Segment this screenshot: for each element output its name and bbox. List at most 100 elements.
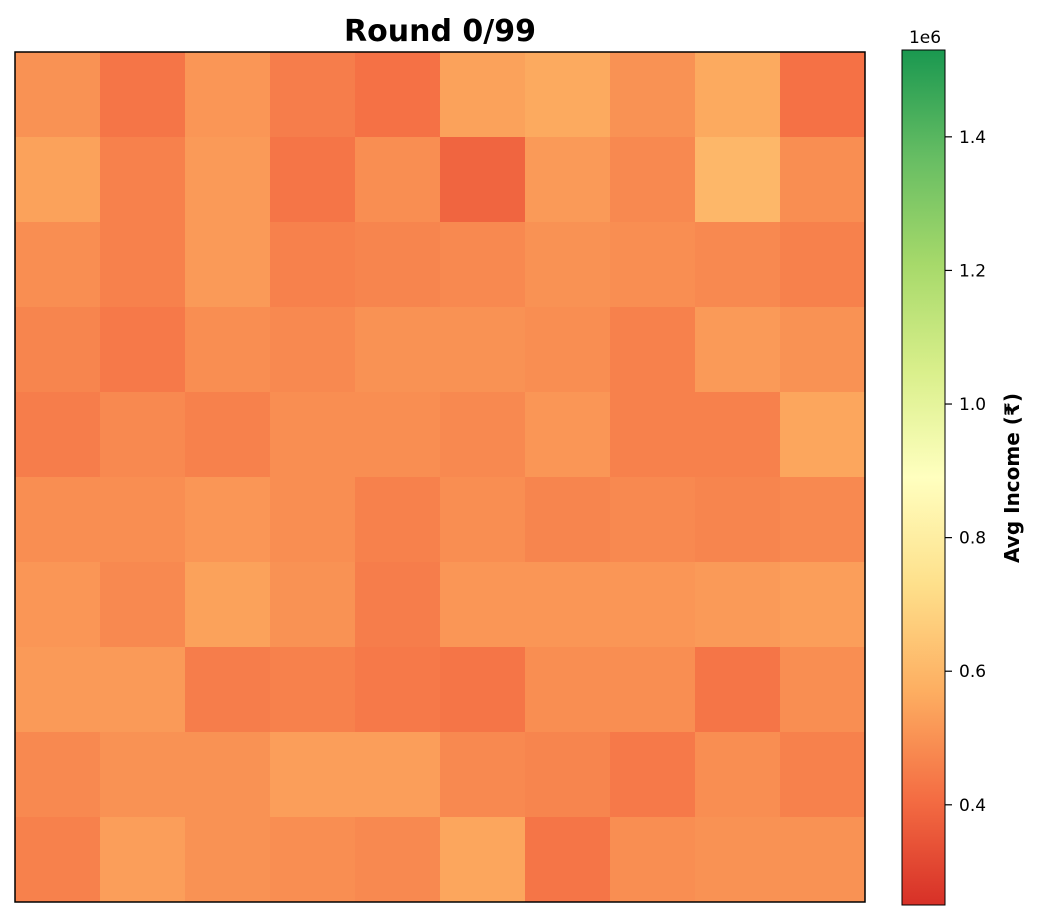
colorbar-tick-label: 0.4 [959, 796, 986, 816]
heatmap-cell-r7-c6 [525, 647, 611, 733]
colorbar-exponent: 1e6 [909, 28, 941, 48]
heatmap-cell-r9-c9 [780, 817, 866, 903]
heatmap-cell-r6-c8 [695, 562, 781, 648]
heatmap-cell-r2-c6 [525, 222, 611, 308]
heatmap-cell-r9-c3 [270, 817, 356, 903]
heatmap-cell-r3-c1 [100, 307, 186, 393]
heatmap-cell-r4-c7 [610, 392, 696, 478]
heatmap-cell-r5-c1 [100, 477, 186, 563]
heatmap-cell-r2-c9 [780, 222, 866, 308]
heatmap-cell-r9-c1 [100, 817, 186, 903]
heatmap-cell-r6-c7 [610, 562, 696, 648]
heatmap-cell-r8-c9 [780, 732, 866, 818]
heatmap-cell-r0-c7 [610, 52, 696, 138]
heatmap-cell-r8-c5 [440, 732, 526, 818]
heatmap-cell-r8-c2 [185, 732, 271, 818]
heatmap-cell-r7-c4 [355, 647, 441, 733]
heatmap-cell-r7-c9 [780, 647, 866, 733]
heatmap-cell-r5-c3 [270, 477, 356, 563]
heatmap-cell-r0-c8 [695, 52, 781, 138]
heatmap-cell-r2-c8 [695, 222, 781, 308]
heatmap-cell-r6-c1 [100, 562, 186, 648]
colorbar-tick-label: 0.6 [959, 662, 986, 682]
colorbar-tick-label: 1.4 [959, 128, 986, 148]
heatmap-cell-r4-c9 [780, 392, 866, 478]
heatmap-cell-r2-c2 [185, 222, 271, 308]
heatmap-cell-r3-c8 [695, 307, 781, 393]
heatmap-cell-r1-c6 [525, 137, 611, 223]
heatmap-cell-r9-c5 [440, 817, 526, 903]
heatmap-cell-r8-c4 [355, 732, 441, 818]
heatmap-cell-r5-c6 [525, 477, 611, 563]
colorbar [901, 49, 946, 906]
heatmap-cell-r3-c9 [780, 307, 866, 393]
heatmap-cell-r7-c8 [695, 647, 781, 733]
heatmap-cell-r3-c6 [525, 307, 611, 393]
heatmap-cell-r1-c0 [15, 137, 101, 223]
heatmap-cell-r5-c0 [15, 477, 101, 563]
heatmap-cell-r9-c0 [15, 817, 101, 903]
heatmap-cell-r7-c0 [15, 647, 101, 733]
heatmap-cell-r3-c5 [440, 307, 526, 393]
heatmap-cell-r9-c4 [355, 817, 441, 903]
heatmap-cell-r8-c8 [695, 732, 781, 818]
heatmap-cell-r4-c4 [355, 392, 441, 478]
heatmap-cell-r6-c9 [780, 562, 866, 648]
heatmap-cell-r5-c2 [185, 477, 271, 563]
heatmap-cell-r5-c7 [610, 477, 696, 563]
heatmap-cell-r4-c0 [15, 392, 101, 478]
heatmap-cell-r8-c6 [525, 732, 611, 818]
heatmap-cell-r0-c1 [100, 52, 186, 138]
heatmap-cell-r7-c5 [440, 647, 526, 733]
heatmap-cell-r8-c3 [270, 732, 356, 818]
heatmap-cell-r2-c3 [270, 222, 356, 308]
heatmap-cell-r9-c7 [610, 817, 696, 903]
colorbar-tick-label: 1.2 [959, 261, 986, 281]
heatmap-cell-r6-c6 [525, 562, 611, 648]
chart-title: Round 0/99 [344, 14, 536, 49]
heatmap-cell-r4-c5 [440, 392, 526, 478]
heatmap-cell-r0-c4 [355, 52, 441, 138]
heatmap-cell-r3-c0 [15, 307, 101, 393]
heatmap-cell-r1-c7 [610, 137, 696, 223]
heatmap-cell-r1-c3 [270, 137, 356, 223]
heatmap-cell-r8-c1 [100, 732, 186, 818]
colorbar-tick-label: 1.0 [959, 395, 986, 415]
heatmap-cell-r6-c4 [355, 562, 441, 648]
colorbar-ticks: 0.4 0.6 0.8 1.0 1.2 1.4 [945, 128, 986, 816]
heatmap-cell-r5-c5 [440, 477, 526, 563]
heatmap-cell-r0-c3 [270, 52, 356, 138]
colorbar-label: Avg Income (₹) [1000, 393, 1024, 563]
heatmap-cell-r7-c7 [610, 647, 696, 733]
heatmap-cell-r3-c4 [355, 307, 441, 393]
heatmap-grid [15, 52, 866, 903]
heatmap-cell-r6-c0 [15, 562, 101, 648]
heatmap-cell-r4-c1 [100, 392, 186, 478]
heatmap-cell-r6-c3 [270, 562, 356, 648]
heatmap-cell-r7-c3 [270, 647, 356, 733]
heatmap-cell-r9-c8 [695, 817, 781, 903]
heatmap-cell-r3-c3 [270, 307, 356, 393]
heatmap-cell-r1-c5 [440, 137, 526, 223]
heatmap-frame [14, 51, 866, 903]
heatmap-cell-r5-c4 [355, 477, 441, 563]
heatmap-cell-r0-c6 [525, 52, 611, 138]
heatmap-cell-r2-c5 [440, 222, 526, 308]
heatmap-cell-r0-c2 [185, 52, 271, 138]
heatmap-cell-r7-c2 [185, 647, 271, 733]
heatmap-cell-r2-c4 [355, 222, 441, 308]
heatmap-cell-r3-c7 [610, 307, 696, 393]
heatmap-cell-r9-c6 [525, 817, 611, 903]
heatmap-cell-r7-c1 [100, 647, 186, 733]
heatmap-cell-r1-c2 [185, 137, 271, 223]
heatmap-cell-r4-c2 [185, 392, 271, 478]
heatmap-cell-r6-c5 [440, 562, 526, 648]
heatmap-cell-r4-c8 [695, 392, 781, 478]
heatmap-cell-r4-c6 [525, 392, 611, 478]
colorbar-tick-label: 0.8 [959, 529, 986, 549]
heatmap-cell-r1-c8 [695, 137, 781, 223]
heatmap-cell-r1-c1 [100, 137, 186, 223]
heatmap-cell-r5-c8 [695, 477, 781, 563]
heatmap-cell-r8-c7 [610, 732, 696, 818]
